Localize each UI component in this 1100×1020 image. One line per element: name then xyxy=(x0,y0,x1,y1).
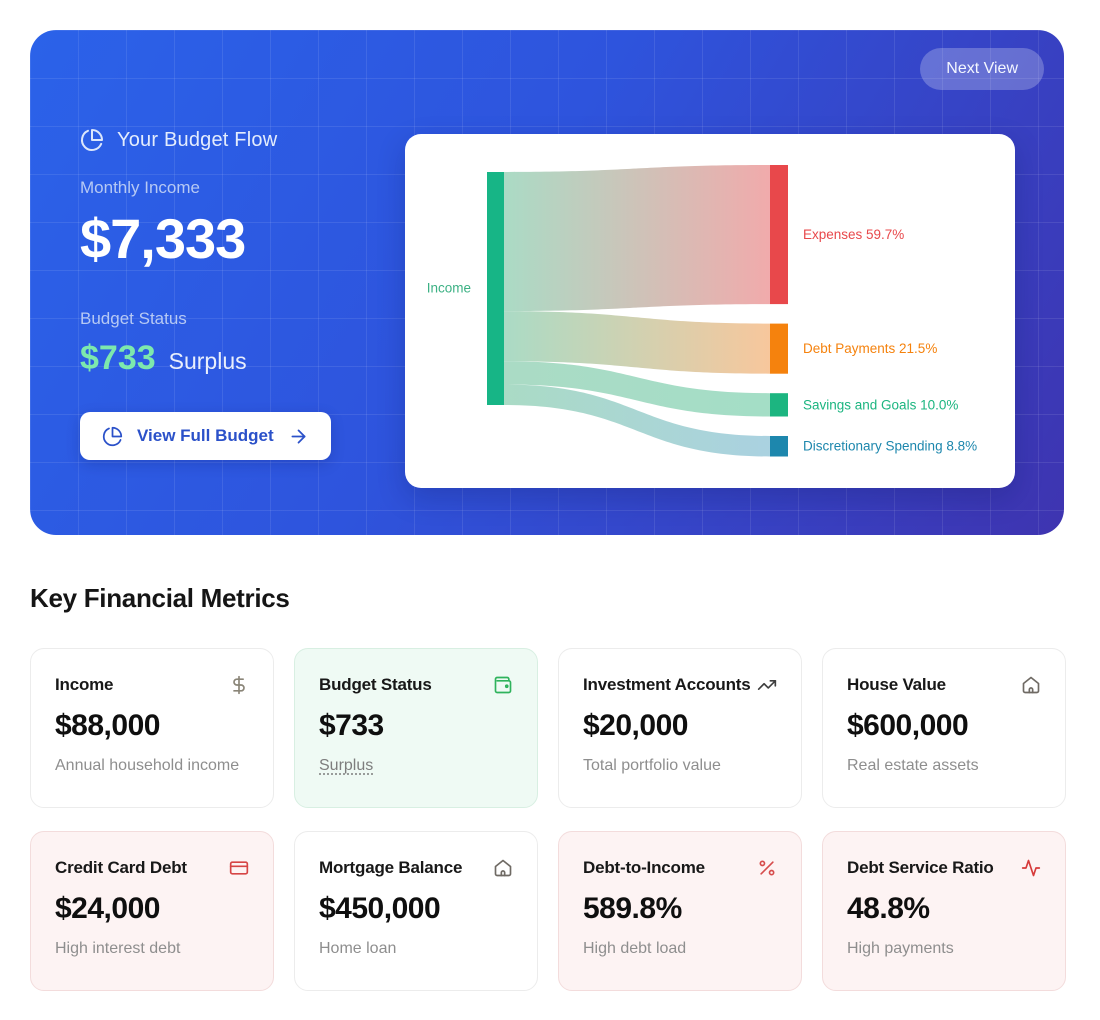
sankey-target-node xyxy=(770,165,788,305)
budget-status-label: Budget Status xyxy=(80,309,187,328)
sankey-flow xyxy=(504,361,770,417)
sankey-node-label: Discretionary Spending 8.8% xyxy=(803,439,977,454)
sankey-node-label: Expenses 59.7% xyxy=(803,227,904,242)
monthly-income-label: Monthly Income xyxy=(80,178,200,197)
budget-status-value: $733 xyxy=(80,339,156,377)
home-icon xyxy=(1021,675,1041,695)
budget-status-row: $733 Surplus xyxy=(80,339,331,378)
budget-status-suffix: Surplus xyxy=(168,348,247,374)
card-subtitle: Annual household income xyxy=(55,757,240,774)
cta-label: View Full Budget xyxy=(137,426,274,445)
card-value: $450,000 xyxy=(319,892,441,925)
card-title-row: Mortgage Balance xyxy=(319,858,513,878)
card-value: $24,000 xyxy=(55,892,160,925)
sankey-source-node xyxy=(487,172,504,405)
card-title: House Value xyxy=(847,675,946,694)
metric-card-mortgage-balance: Mortgage Balance $450,000 Home loan xyxy=(294,831,538,991)
budget-flow-hero: Next View Your Budget Flow Monthly Incom… xyxy=(30,30,1064,535)
metric-card-budget-status: Budget Status $733 Surplus xyxy=(294,648,538,808)
hero-summary: Your Budget Flow Monthly Income $7,333 B… xyxy=(80,128,331,460)
sankey-target-node xyxy=(770,435,788,457)
card-subtitle: Real estate assets xyxy=(847,757,979,774)
card-subtitle: High interest debt xyxy=(55,940,181,957)
metric-card-investment-accounts: Investment Accounts $20,000 Total portfoli… xyxy=(558,648,802,808)
card-subtitle[interactable]: Surplus xyxy=(319,757,374,774)
sankey-flow xyxy=(504,384,770,457)
metric-card-debt-to-income: Debt-to-Income 589.8% High debt load xyxy=(558,831,802,991)
card-title: Debt-to-Income xyxy=(583,858,705,877)
sankey-card: Income Expenses 59.7% Debt Payments 21.5% S… xyxy=(405,134,1015,488)
credit-card-icon xyxy=(229,858,249,878)
card-value: $20,000 xyxy=(583,709,688,742)
card-value: $88,000 xyxy=(55,709,160,742)
card-subtitle: Total portfolio value xyxy=(583,757,721,774)
home-icon xyxy=(493,858,513,878)
dollar-sign-icon xyxy=(229,675,249,695)
card-title: Mortgage Balance xyxy=(319,858,463,877)
sankey-target-node xyxy=(770,393,788,417)
trending-up-icon xyxy=(757,675,777,695)
sankey-node-label: Savings and Goals 10.0% xyxy=(803,397,958,412)
sankey-node-label: Debt Payments 21.5% xyxy=(803,341,937,356)
card-title: Debt Service Ratio xyxy=(847,858,994,877)
metric-card-house-value: House Value $600,000 Real estate assets xyxy=(822,648,1066,808)
card-subtitle: Home loan xyxy=(319,940,397,957)
metric-card-income: Income $88,000 Annual household income xyxy=(30,648,274,808)
card-subtitle: High debt load xyxy=(583,940,687,957)
card-title-row: Credit Card Debt xyxy=(55,858,249,878)
card-title-row: Investment Accounts xyxy=(583,675,777,695)
monthly-income-value: $7,333 xyxy=(80,207,246,270)
metric-card-credit-card-debt: Credit Card Debt $24,000 High interest deb… xyxy=(30,831,274,991)
card-value: $600,000 xyxy=(847,709,969,742)
sankey-source-label: Income xyxy=(427,281,471,296)
card-subtitle: High payments xyxy=(847,940,954,957)
activity-icon xyxy=(1021,858,1041,878)
metric-cards-grid: Income $88,000 Annual household income Budg… xyxy=(30,648,1066,991)
pie-chart-icon xyxy=(81,129,103,151)
next-view-button[interactable]: Next View xyxy=(920,48,1044,90)
sankey-flow xyxy=(504,311,770,374)
sankey-target-node xyxy=(770,323,788,374)
card-value: 589.8% xyxy=(583,892,682,925)
card-title: Budget Status xyxy=(319,675,432,694)
metrics-heading: Key Financial Metrics xyxy=(30,583,290,613)
card-title-row: Debt-to-Income xyxy=(583,858,777,878)
arrow-right-icon xyxy=(291,429,306,443)
hero-title-row: Your Budget Flow xyxy=(80,128,331,152)
card-title-row: Budget Status xyxy=(319,675,513,695)
pie-chart-icon xyxy=(102,426,123,446)
card-title-row: Debt Service Ratio xyxy=(847,858,1041,878)
wallet-icon xyxy=(493,675,513,695)
card-value: 48.8% xyxy=(847,892,930,925)
sankey-flow xyxy=(504,165,770,312)
card-value: $733 xyxy=(319,709,384,742)
view-full-budget-button[interactable]: View Full Budget xyxy=(80,412,331,460)
hero-title: Your Budget Flow xyxy=(117,128,278,151)
card-title: Income xyxy=(55,675,114,694)
card-title-row: Income xyxy=(55,675,249,695)
card-title: Credit Card Debt xyxy=(55,858,187,877)
card-title: Investment Accounts xyxy=(583,675,751,694)
card-title-row: House Value xyxy=(847,675,1041,695)
metric-card-debt-service-ratio: Debt Service Ratio 48.8% High payments xyxy=(822,831,1066,991)
percent-icon xyxy=(757,858,777,878)
budget-flow-sankey: Income Expenses 59.7% Debt Payments 21.5% S… xyxy=(427,165,977,457)
